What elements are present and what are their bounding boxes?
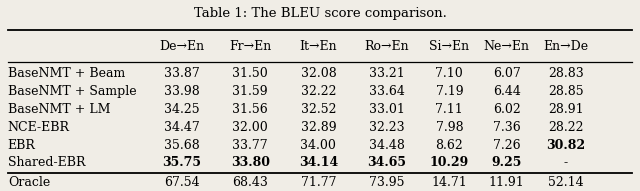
Text: De→En: De→En (159, 40, 205, 53)
Text: 7.11: 7.11 (435, 103, 463, 116)
Text: 73.95: 73.95 (369, 176, 404, 189)
Text: 34.14: 34.14 (299, 156, 338, 169)
Text: Oracle: Oracle (8, 176, 50, 189)
Text: 35.75: 35.75 (163, 156, 202, 169)
Text: 28.22: 28.22 (548, 121, 584, 134)
Text: 68.43: 68.43 (232, 176, 268, 189)
Text: It→En: It→En (300, 40, 337, 53)
Text: 7.19: 7.19 (436, 85, 463, 98)
Text: -: - (564, 156, 568, 169)
Text: BaseNMT + Beam: BaseNMT + Beam (8, 67, 125, 80)
Text: 33.98: 33.98 (164, 85, 200, 98)
Text: 28.85: 28.85 (548, 85, 584, 98)
Text: 67.54: 67.54 (164, 176, 200, 189)
Text: 35.68: 35.68 (164, 139, 200, 152)
Text: 32.08: 32.08 (301, 67, 336, 80)
Text: 33.80: 33.80 (231, 156, 269, 169)
Text: Ne→En: Ne→En (484, 40, 530, 53)
Text: 71.77: 71.77 (301, 176, 336, 189)
Text: Si→En: Si→En (429, 40, 469, 53)
Text: 33.87: 33.87 (164, 67, 200, 80)
Text: BaseNMT + Sample: BaseNMT + Sample (8, 85, 136, 98)
Text: 32.22: 32.22 (301, 85, 336, 98)
Text: 34.00: 34.00 (300, 139, 337, 152)
Text: 11.91: 11.91 (489, 176, 525, 189)
Text: 31.59: 31.59 (232, 85, 268, 98)
Text: En→De: En→De (543, 40, 588, 53)
Text: EBR: EBR (8, 139, 36, 152)
Text: 33.77: 33.77 (232, 139, 268, 152)
Text: 32.23: 32.23 (369, 121, 404, 134)
Text: 10.29: 10.29 (429, 156, 469, 169)
Text: Fr→En: Fr→En (229, 40, 271, 53)
Text: 7.98: 7.98 (436, 121, 463, 134)
Text: 14.71: 14.71 (431, 176, 467, 189)
Text: 7.10: 7.10 (435, 67, 463, 80)
Text: 7.36: 7.36 (493, 121, 520, 134)
Text: 34.25: 34.25 (164, 103, 200, 116)
Text: Ro→En: Ro→En (364, 40, 409, 53)
Text: NCE-EBR: NCE-EBR (8, 121, 70, 134)
Text: 34.47: 34.47 (164, 121, 200, 134)
Text: 31.50: 31.50 (232, 67, 268, 80)
Text: 6.07: 6.07 (493, 67, 520, 80)
Text: 34.65: 34.65 (367, 156, 406, 169)
Text: 32.89: 32.89 (301, 121, 336, 134)
Text: 33.21: 33.21 (369, 67, 404, 80)
Text: 6.44: 6.44 (493, 85, 521, 98)
Text: 33.64: 33.64 (369, 85, 404, 98)
Text: Table 1: The BLEU score comparison.: Table 1: The BLEU score comparison. (193, 7, 447, 20)
Text: 32.52: 32.52 (301, 103, 336, 116)
Text: 33.01: 33.01 (369, 103, 404, 116)
Text: 31.56: 31.56 (232, 103, 268, 116)
Text: 28.91: 28.91 (548, 103, 584, 116)
Text: 9.25: 9.25 (492, 156, 522, 169)
Text: BaseNMT + LM: BaseNMT + LM (8, 103, 110, 116)
Text: 52.14: 52.14 (548, 176, 584, 189)
Text: 28.83: 28.83 (548, 67, 584, 80)
Text: 30.82: 30.82 (546, 139, 585, 152)
Text: Shared-EBR: Shared-EBR (8, 156, 85, 169)
Text: 34.48: 34.48 (369, 139, 404, 152)
Text: 32.00: 32.00 (232, 121, 268, 134)
Text: 6.02: 6.02 (493, 103, 520, 116)
Text: 7.26: 7.26 (493, 139, 520, 152)
Text: 8.62: 8.62 (435, 139, 463, 152)
